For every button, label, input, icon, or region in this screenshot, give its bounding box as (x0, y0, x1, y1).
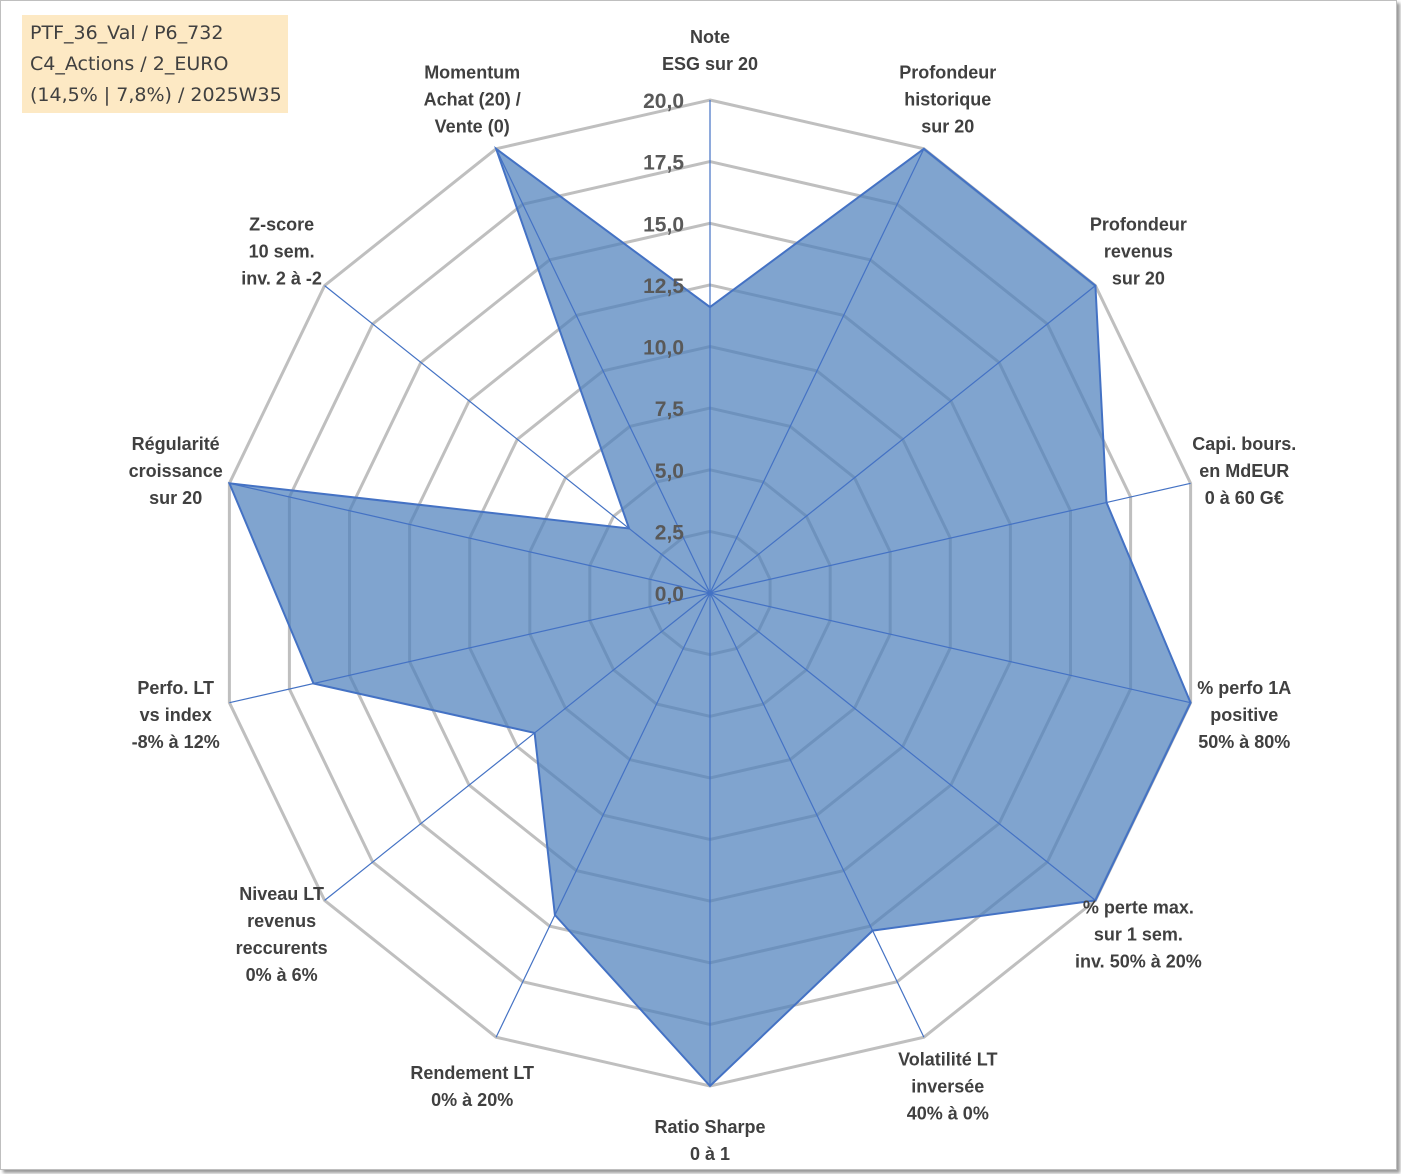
tick-label: 2,5 (655, 521, 685, 544)
tick-label: 15,0 (643, 213, 684, 236)
category-label-line: Niveau LT (239, 884, 324, 904)
category-label-line: Profondeur (899, 62, 996, 82)
axis-spoke (324, 285, 711, 594)
category-label-line: Z-score (249, 214, 314, 234)
category-label-line: historique (904, 89, 991, 109)
tick-label: 10,0 (643, 337, 684, 360)
category-label-line: revenus (247, 911, 316, 931)
category-label-line: inversée (911, 1077, 984, 1097)
category-label-line: Profondeur (1090, 214, 1187, 234)
category-label-line: 0% à 6% (246, 965, 318, 985)
axis-spoke (495, 592, 711, 1038)
category-label: Momentum Achat (20) / Vente (0) (424, 62, 521, 136)
axis-spoke (709, 592, 1096, 901)
category-label: Z-score 10 sem. inv. 2 à -2 (241, 214, 322, 288)
category-label-line: 40% à 0% (907, 1104, 989, 1124)
category-label: % perte max. sur 1 sem. inv. 50% à 20% (1075, 898, 1202, 972)
category-label-line: en MdEUR (1199, 461, 1289, 481)
category-label: Ratio Sharpe 0 à 1 (654, 1117, 765, 1164)
category-label-line: Rendement LT (410, 1063, 534, 1083)
category-label-line: 10 sem. (249, 241, 315, 261)
category-label-line: ESG sur 20 (662, 54, 758, 74)
category-label: Rendement LT 0% à 20% (410, 1063, 534, 1110)
category-label: % perfo 1A positive 50% à 80% (1197, 678, 1291, 752)
category-label: Profondeur historique sur 20 (899, 62, 996, 136)
category-label-line: sur 1 sem. (1094, 925, 1183, 945)
axis-spoke (709, 592, 1191, 704)
category-label-line: % perfo 1A (1197, 678, 1291, 698)
category-label-line: vs index (140, 705, 212, 725)
tick-label: 20,0 (643, 90, 684, 113)
tick-label: 5,0 (655, 460, 684, 483)
category-label: Profondeur revenus sur 20 (1090, 214, 1187, 288)
tick-label: 17,5 (643, 152, 684, 175)
axis-spoke (709, 592, 925, 1038)
category-label-line: Momentum (424, 62, 520, 82)
category-label-line: 50% à 80% (1198, 732, 1290, 752)
category-label-line: Perfo. LT (137, 678, 214, 698)
category-label: Capi. bours. en MdEUR 0 à 60 G€ (1192, 434, 1296, 508)
category-label-line: inv. 50% à 20% (1075, 952, 1202, 972)
category-label-line: Note (690, 27, 730, 47)
axis-spoke (229, 592, 711, 704)
category-label-line: Capi. bours. (1192, 434, 1296, 454)
axis-spoke (324, 592, 711, 901)
category-label: Perfo. LT vs index -8% à 12% (132, 678, 220, 752)
category-label: Niveau LT revenus reccurents 0% à 6% (236, 884, 328, 985)
category-label-line: Vente (0) (435, 116, 510, 136)
tick-label: 12,5 (643, 275, 684, 298)
category-label-line: reccurents (236, 938, 328, 958)
category-label-line: sur 20 (149, 488, 202, 508)
category-label-line: 0% à 20% (431, 1090, 513, 1110)
category-label: Note ESG sur 20 (662, 27, 758, 74)
category-label: Régularité croissance sur 20 (129, 434, 223, 508)
info-line-asset-class: C4_Actions / 2_EURO (30, 53, 229, 75)
category-label-line: sur 20 (921, 116, 974, 136)
tick-label: 0,0 (655, 583, 684, 606)
axis-spoke (229, 482, 711, 594)
category-label-line: 0 à 1 (690, 1144, 730, 1164)
info-line-portfolio: PTF_36_Val / P6_732 (30, 22, 224, 44)
category-label-line: 0 à 60 G€ (1205, 488, 1284, 508)
category-label-line: Ratio Sharpe (654, 1117, 765, 1137)
info-line-period: (14,5% | 7,8%) / 2025W35 (30, 84, 282, 106)
axis-spoke (709, 482, 1191, 594)
portfolio-info-box: PTF_36_Val / P6_732 C4_Actions / 2_EURO … (22, 15, 288, 113)
category-label-line: -8% à 12% (132, 732, 220, 752)
category-label-line: croissance (129, 461, 223, 481)
category-label: Volatilité LT inversée 40% à 0% (898, 1050, 997, 1124)
axis-spoke (495, 148, 711, 594)
category-label-line: Achat (20) / (424, 89, 521, 109)
category-label-line: Volatilité LT (898, 1050, 997, 1070)
axis-spoke (709, 285, 1096, 594)
category-label-line: Régularité (132, 434, 220, 454)
axis-spoke (709, 148, 925, 594)
category-label-line: positive (1210, 705, 1278, 725)
category-label-line: inv. 2 à -2 (241, 268, 322, 288)
category-label-line: revenus (1104, 241, 1173, 261)
category-label-line: % perte max. (1083, 898, 1194, 918)
tick-label: 7,5 (655, 398, 685, 421)
category-label-line: sur 20 (1112, 268, 1165, 288)
